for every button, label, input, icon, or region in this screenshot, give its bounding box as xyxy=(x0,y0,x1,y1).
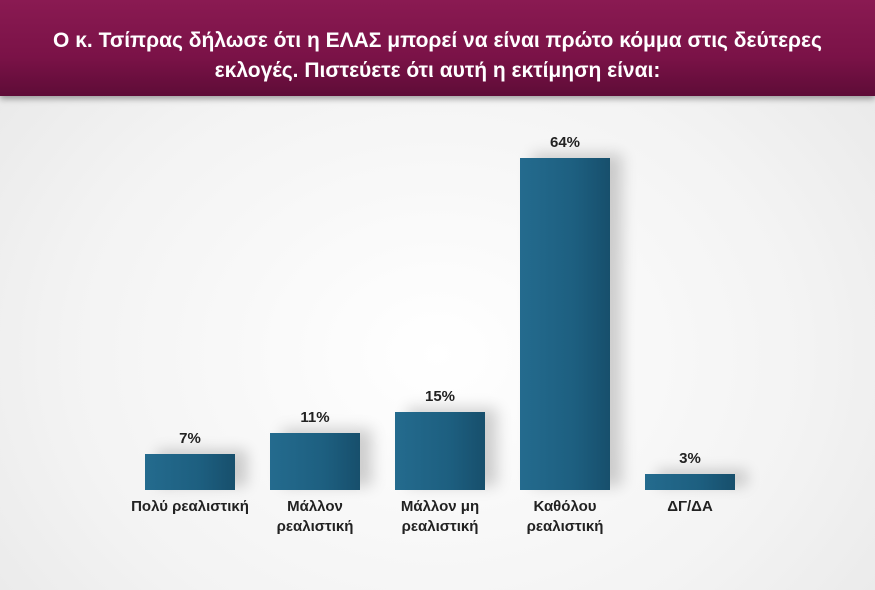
bar xyxy=(145,453,235,490)
value-label: 3% xyxy=(679,450,701,468)
category-label: Μάλλον ρεαλιστική xyxy=(276,498,354,535)
chart-title: Ο κ. Τσίπρας δήλωσε ότι η ΕΛΑΣ μπορεί να… xyxy=(53,29,822,82)
bar xyxy=(395,412,485,490)
category-label: Καθόλου ρεαλιστική xyxy=(526,498,604,535)
value-label: 11% xyxy=(300,408,330,426)
value-label: 15% xyxy=(424,388,456,406)
header-band: Ο κ. Τσίπρας δήλωσε ότι η ΕΛΑΣ μπορεί να… xyxy=(0,0,875,96)
bar xyxy=(520,157,610,490)
value-label: 64% xyxy=(549,133,581,151)
bar xyxy=(645,474,735,490)
category-label: ΔΓ/ΔΑ xyxy=(667,498,713,515)
bar xyxy=(270,432,360,490)
category-label: Πολύ ρεαλιστική xyxy=(131,498,249,515)
category-label: Μάλλον μη ρεαλιστική xyxy=(400,498,480,535)
value-label: 7% xyxy=(179,429,201,447)
